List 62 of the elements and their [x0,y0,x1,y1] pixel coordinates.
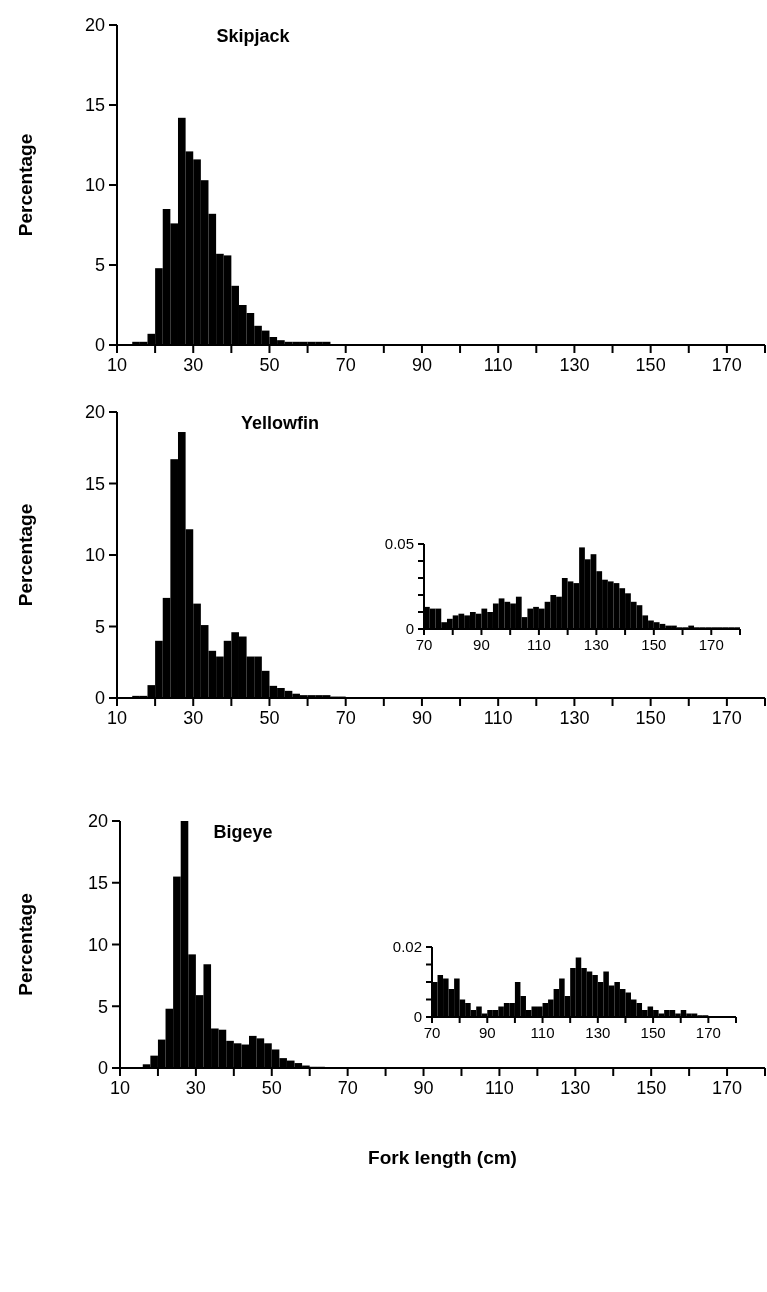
x-tick-label: 130 [583,636,609,653]
y-tick-label: 0.02 [392,938,422,956]
x-tick-label: 50 [259,708,280,728]
y-tick-label: 15 [84,95,105,116]
y-axis-title: Percentage [15,893,36,996]
x-tick-label: 30 [183,708,204,728]
x-tick-label: 30 [185,1078,206,1098]
chart-title: Bigeye [213,822,273,842]
chart-title: Skipjack [216,26,291,46]
x-tick-label: 150 [635,708,666,728]
y-axis-title: Percentage [15,133,36,237]
x-tick-label: 110 [483,355,513,375]
x-tick-label: 110 [483,708,513,728]
x-tick-label: 90 [411,708,432,728]
x-tick-label: 70 [415,636,433,653]
y-tick-label: 20 [84,402,105,423]
x-tick-label: 130 [560,1078,591,1098]
y-tick-label: 10 [84,175,105,196]
x-tick-label: 90 [411,355,432,375]
y-tick-label: 0 [94,335,105,356]
chart-title: Yellowfin [240,413,320,433]
x-tick-label: 150 [636,1078,667,1098]
x-tick-label: 110 [530,1024,555,1041]
x-tick-label: 90 [473,636,490,653]
x-tick-label: 30 [183,355,204,375]
x-tick-label: 130 [559,355,590,375]
x-tick-label: 170 [711,355,742,375]
y-axis-title: Percentage [15,503,36,607]
y-tick-label: 20 [84,15,105,36]
y-tick-label: 20 [87,811,108,832]
x-tick-label: 70 [337,1078,358,1098]
x-tick-label: 130 [585,1024,611,1041]
x-tick-label: 150 [635,355,666,375]
y-tick-label: 15 [87,873,108,894]
x-tick-label: 50 [261,1078,282,1098]
y-tick-label: 5 [94,616,105,637]
x-tick-label: 110 [485,1078,514,1098]
y-tick-label: 0 [405,620,414,638]
x-tick-label: 70 [335,355,356,375]
x-tick-label: 170 [698,636,724,653]
y-tick-label: 5 [94,255,105,276]
y-tick-label: 0 [94,688,105,709]
y-tick-label: 0 [97,1058,108,1079]
y-tick-label: 10 [84,545,105,566]
x-tick-label: 130 [559,708,590,728]
x-tick-label: 70 [423,1024,441,1041]
y-tick-label: 0 [413,1008,422,1026]
y-tick-label: 15 [84,473,105,494]
x-tick-label: 50 [259,355,280,375]
x-tick-label: 170 [695,1024,721,1041]
x-tick-label: 70 [335,708,356,728]
x-tick-label: 90 [413,1078,434,1098]
x-tick-label: 170 [711,708,742,728]
y-tick-label: 0.05 [384,535,414,553]
x-tick-label: 110 [526,636,551,653]
y-tick-label: 10 [87,934,108,955]
x-tick-label: 150 [641,636,667,653]
x-axis-title: Fork length (cm) [368,1147,517,1168]
x-tick-label: 170 [712,1078,743,1098]
y-tick-label: 5 [97,996,108,1017]
x-tick-label: 150 [640,1024,666,1041]
x-tick-label: 90 [478,1024,496,1041]
